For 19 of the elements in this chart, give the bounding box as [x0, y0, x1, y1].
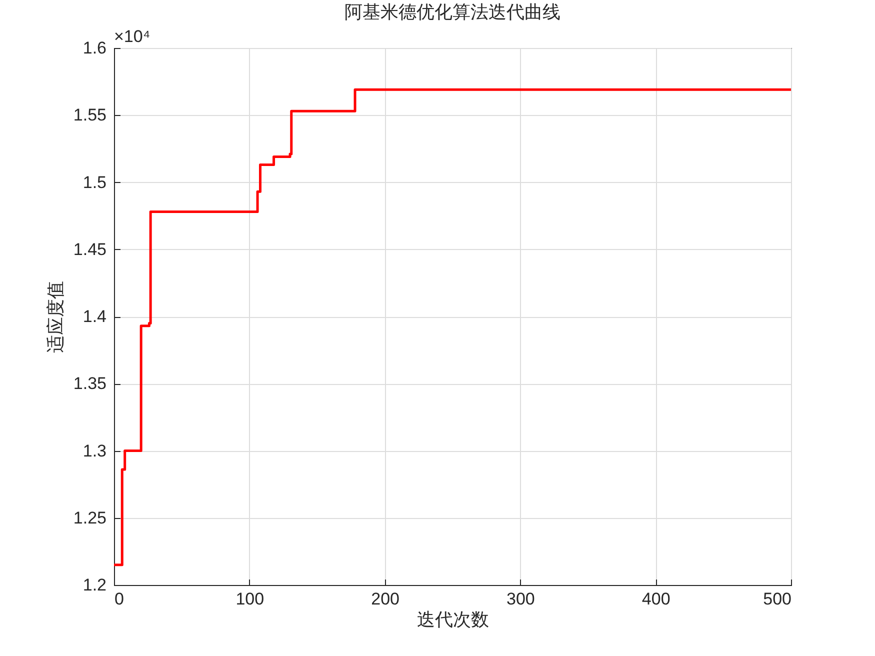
y-tick-label: 1.3	[82, 441, 106, 460]
x-axis-title: 迭代次数	[417, 610, 489, 630]
chart-title: 阿基米德优化算法迭代曲线	[344, 2, 560, 22]
x-tick-label: 100	[236, 590, 264, 608]
y-tick-label: 1.4	[82, 307, 106, 326]
x-tick-label: 0	[114, 590, 124, 608]
y-tick-label: 1.45	[73, 240, 106, 259]
x-tick-label: 200	[371, 590, 400, 608]
y-tick-label: 1.6	[82, 38, 106, 58]
y-axis-title: 适应度值	[45, 281, 66, 353]
x-tick-label: 300	[506, 590, 535, 608]
y-tick-label: 1.2	[82, 576, 106, 594]
x-tick-label: 400	[642, 590, 670, 608]
text: ×10⁴	[114, 27, 150, 46]
x-tick-label: 500	[763, 590, 792, 608]
y-tick-label: 1.55	[73, 106, 106, 125]
y-tick-label: 1.25	[73, 508, 106, 528]
y-tick-label: 1.35	[73, 374, 106, 394]
y-tick-label: 1.5	[82, 172, 106, 192]
